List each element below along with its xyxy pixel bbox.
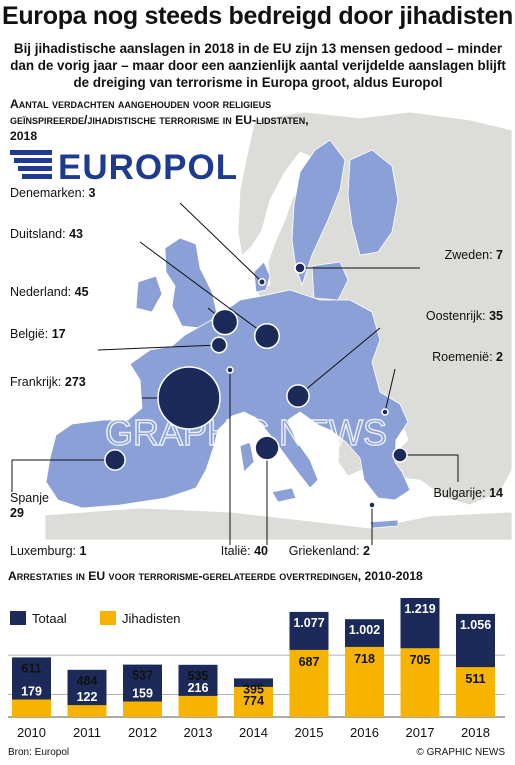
- bubble-belgie: [210, 336, 228, 354]
- bubble-label-bulgarije: Bulgarije: 14: [434, 486, 504, 500]
- eu-land-sweden-finland: [291, 139, 346, 287]
- bar-jihadist-2013: [178, 695, 218, 717]
- bar-jihadist-label-2017: 705: [410, 653, 431, 667]
- bar-jihadist-2012: [123, 701, 162, 717]
- bubble-label-luxemburg: Luxemburg: 1: [10, 544, 86, 558]
- x-tick-label-2010: 2010: [17, 725, 46, 740]
- leader-line-oostenrijk: [297, 327, 381, 397]
- x-tick-label-2015: 2015: [295, 725, 324, 740]
- bar-total-label-2017: 1.219: [404, 602, 435, 616]
- bubble-label-zweden: Zweden: 7: [445, 248, 503, 262]
- bubble-label-italie: Italië: 40: [221, 544, 268, 558]
- legend-swatch-total: [10, 611, 26, 625]
- watermark-text: GRAPHIC NEWS: [105, 412, 387, 453]
- bubble-griekenland: [368, 501, 376, 509]
- bubble-label-denemarken: Denemarken: 3: [10, 186, 96, 200]
- bar-jihadist-2016: [345, 646, 384, 717]
- bubble-label-belgie: België: 17: [10, 327, 66, 341]
- bubble-label-oostenrijk: Oostenrijk: 35: [426, 309, 503, 323]
- bar-jihadist-label-2013: 216: [188, 681, 209, 695]
- bar-jihadist-label-2016: 718: [354, 652, 375, 666]
- bar-total-label-2013: 535: [188, 669, 209, 683]
- europol-logo-icon: [10, 150, 52, 179]
- bar-jihadist-2018: [456, 667, 495, 717]
- bar-total-label-2010: 611: [21, 661, 41, 675]
- x-tick-label-2011: 2011: [73, 725, 101, 740]
- europol-logo: EUROPOL: [10, 148, 238, 186]
- watermark: GRAPHIC NEWS: [104, 411, 387, 453]
- legend-label-jihadist: Jihadisten: [122, 611, 181, 626]
- eu-land-ireland: [135, 275, 163, 313]
- europe-map: [44, 111, 513, 541]
- bubble-spanje: [104, 449, 126, 471]
- non-eu-land: [44, 507, 513, 541]
- bubble-denemarken: [258, 278, 266, 286]
- bar-jihadist-label-2010: 179: [21, 685, 42, 699]
- leader-line-bulgarije: [400, 454, 459, 482]
- bubble-label-duitsland: Duitsland: 43: [10, 227, 83, 241]
- x-tick-label-2012: 2012: [128, 725, 157, 740]
- bar-total-label-2011: 484: [77, 674, 98, 688]
- x-tick-label-2016: 2016: [350, 725, 379, 740]
- bubble-oostenrijk: [286, 384, 310, 408]
- leader-line-duitsland: [139, 241, 268, 337]
- leader-line-roemenie: [384, 368, 396, 413]
- bubble-frankrijk: [157, 366, 221, 430]
- bar-jihadist-2017: [400, 648, 440, 717]
- leader-line-belgie: [97, 344, 220, 351]
- bubble-label-griekenland: Griekenland: 2: [289, 544, 370, 558]
- bubble-label-roemenie: Roemenië: 2: [432, 350, 503, 364]
- bar-chart-heading: Arrestaties in EU voor terrorisme-gerela…: [8, 569, 423, 583]
- bar-jihadist-2011: [67, 705, 107, 717]
- bar-jihadist-2014: [234, 686, 273, 717]
- legend-label-total: Totaal: [32, 611, 67, 626]
- eu-land-finland: [347, 149, 399, 256]
- bubble-italie: [254, 435, 280, 461]
- source-note: Bron: Europol: [8, 747, 70, 758]
- bubble-label-spanje: Spanje 29: [10, 491, 49, 520]
- eu-land-british-isles: [164, 237, 219, 329]
- subtitle: Bij jihadistische aanslagen in 2018 in d…: [10, 41, 506, 90]
- leader-line-denemarken: [179, 202, 263, 283]
- bar-jihadist-2015: [289, 649, 329, 717]
- bubble-chart: Denemarken: 3 Duitsland: 43 Nederland: 45 B…: [10, 186, 503, 558]
- eu-land-baltics: [311, 261, 349, 301]
- eu-land-sardinia: [239, 441, 255, 473]
- bar-jihadist-2010: [12, 699, 51, 717]
- europol-logo-text: EUROPOL: [58, 148, 238, 186]
- bar-total-label-2014: 395: [243, 682, 264, 696]
- bubble-zweden: [294, 262, 306, 274]
- bubble-label-nederland: Nederland: 45: [10, 285, 89, 299]
- bar-chart: Totaal Jihadisten 611 179 2010 484 122 2011 537 1…: [8, 598, 505, 740]
- bubble-bulgarije: [392, 447, 408, 463]
- bar-total-label-2018: 1.056: [460, 618, 491, 632]
- bubble-luxemburg: [226, 366, 234, 374]
- page-title: Europa nog steeds bedreigd door jihadist…: [1, 2, 514, 30]
- bubble-duitsland: [253, 322, 281, 350]
- bubble-label-frankrijk: Frankrijk: 273: [10, 375, 86, 389]
- bubble-roemenie: [381, 408, 389, 416]
- bar-jihadist-label-2014: 774: [243, 694, 264, 708]
- eu-land-sicily: [271, 487, 297, 503]
- eu-land-denmark: [253, 261, 271, 293]
- bubble-nederland: [211, 308, 239, 336]
- bar-total-label-2015: 1.077: [293, 616, 324, 630]
- bar-jihadist-label-2015: 687: [299, 655, 320, 669]
- eu-land-continent: [45, 289, 411, 509]
- bar-jihadist-label-2018: 511: [465, 672, 485, 686]
- bar-total-label-2012: 537: [132, 669, 153, 683]
- x-tick-label-2014: 2014: [239, 725, 268, 740]
- legend-swatch-jihadist: [100, 611, 116, 625]
- x-tick-label-2013: 2013: [184, 725, 213, 740]
- credit-note: © GRAPHIC NEWS: [416, 747, 506, 758]
- bar-jihadist-label-2012: 159: [132, 687, 153, 701]
- bar-jihadist-label-2011: 122: [77, 690, 98, 704]
- eu-land-crete: [369, 519, 399, 529]
- leader-line-spanje: [11, 459, 115, 492]
- x-tick-label-2018: 2018: [461, 725, 490, 740]
- x-tick-label-2017: 2017: [406, 725, 435, 740]
- map-heading: Aantal verdachten aangehouden voor relig…: [10, 97, 309, 143]
- bar-total-label-2016: 1.002: [349, 623, 380, 637]
